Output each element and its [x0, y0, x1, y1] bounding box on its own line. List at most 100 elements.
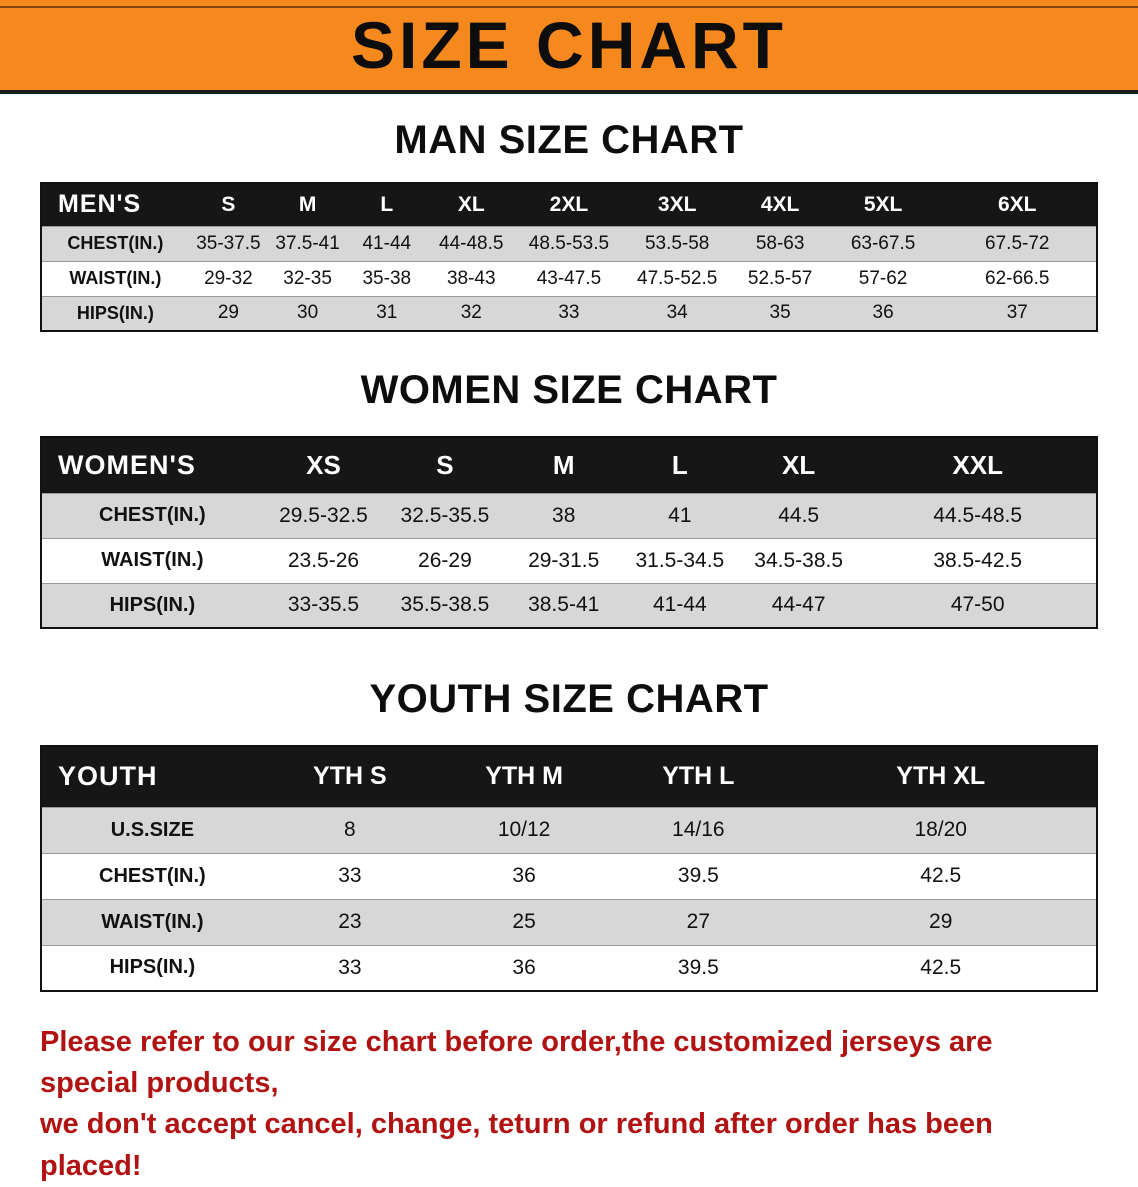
- size-column-header: XXL: [859, 437, 1097, 493]
- women-size-table: WOMEN'S XS S M L XL XXL CHEST(IN.) 29.5-32.5 32.5…: [40, 436, 1098, 629]
- size-column-header: L: [347, 183, 427, 226]
- measurement-cell: 38-43: [446, 267, 496, 289]
- measurement-cell: 37.5-41: [275, 232, 340, 254]
- size-column-header: M: [505, 437, 622, 493]
- table-row: WAIST(IN.) 23.5-26 26-29 29-31.5 31.5-34.5 34…: [41, 538, 1097, 583]
- size-column-header: L: [621, 437, 738, 493]
- size-column-header: YTH S: [262, 746, 437, 807]
- size-column-header: XL: [426, 183, 517, 226]
- measurement-cell: 57-62: [858, 267, 908, 289]
- measurement-cell: 29: [929, 910, 953, 933]
- measurement-cell: 41: [668, 503, 692, 527]
- disclaimer-line-1: Please refer to our size chart before or…: [40, 1026, 993, 1100]
- measurement-cell: 31: [376, 302, 398, 324]
- header-row: YOUTH YTH S YTH M YTH L YTH XL: [41, 746, 1097, 807]
- table-row: WAIST(IN.) 23 25 27 29: [41, 899, 1097, 945]
- measurement-cell: 32-35: [283, 267, 332, 289]
- measurement-cell: 29.5-32.5: [279, 503, 368, 527]
- men-section-heading: MAN SIZE CHART: [394, 118, 744, 162]
- measurement-cell: 36: [872, 302, 894, 324]
- size-column-header: XS: [262, 437, 385, 493]
- size-column-header: YTH L: [611, 746, 786, 807]
- men-size-table: MEN'S S M L XL 2XL 3XL 4XL 5XL 6XL CHEST(IN.) 35-37…: [40, 182, 1098, 332]
- measurement-cell: 38: [552, 503, 576, 527]
- size-column-header: YTH XL: [785, 746, 1097, 807]
- measurement-cell: 53.5-58: [644, 232, 710, 254]
- size-column-header: M: [268, 183, 348, 226]
- table-row: CHEST(IN.) 33 36 39.5 42.5: [41, 853, 1097, 899]
- table-title: YOUTH: [41, 746, 263, 807]
- measurement-cell: 33: [338, 955, 362, 979]
- measurement-cell: 29-32: [204, 267, 253, 289]
- page-title: SIZE CHART: [351, 8, 787, 82]
- measurement-cell: 36: [512, 864, 536, 887]
- measurement-cell: 35.5-38.5: [400, 593, 490, 617]
- table-row: U.S.SIZE 8 10/12 14/16 18/20: [41, 807, 1097, 853]
- disclaimer-line-2: we don't accept cancel, change, teturn o…: [40, 1108, 993, 1182]
- table-title: MEN'S: [41, 183, 189, 226]
- measurement-cell: 62-66.5: [985, 267, 1050, 289]
- row-label: CHEST(IN.): [99, 504, 206, 526]
- youth-size-table: YOUTH YTH S YTH M YTH L YTH XL U.S.SIZE 8 10/12…: [40, 745, 1098, 992]
- measurement-cell: 8: [344, 818, 356, 841]
- measurement-cell: 44.5: [778, 503, 820, 527]
- measurement-cell: 37: [1006, 302, 1028, 324]
- row-label: CHEST(IN.): [99, 864, 206, 887]
- measurement-cell: 35-37.5: [196, 232, 261, 254]
- measurement-cell: 27: [686, 910, 711, 933]
- row-label: WAIST(IN.): [101, 549, 204, 571]
- measurement-cell: 34.5-38.5: [754, 548, 844, 572]
- measurement-cell: 52.5-57: [747, 267, 813, 289]
- measurement-cell: 41-44: [653, 593, 707, 617]
- measurement-cell: 44-48.5: [439, 232, 504, 254]
- measurement-cell: 35: [769, 302, 791, 324]
- row-label: WAIST(IN.): [101, 910, 204, 933]
- measurement-cell: 35-38: [362, 267, 412, 289]
- size-column-header: 2XL: [516, 183, 622, 226]
- size-column-header: S: [384, 437, 506, 493]
- measurement-cell: 47.5-52.5: [637, 267, 718, 289]
- youth-section: YOUTH SIZE CHART YOUTH YTH S YTH M YTH L YTH…: [0, 677, 1138, 992]
- table-row: HIPS(IN.) 29 30 31 32 33 34 35 36 37: [41, 296, 1097, 331]
- measurement-cell: 18/20: [914, 818, 967, 841]
- table-row: HIPS(IN.) 33-35.5 35.5-38.5 38.5-41 41-44 44-…: [41, 583, 1097, 628]
- row-label: U.S.SIZE: [110, 818, 195, 841]
- header-row: MEN'S S M L XL 2XL 3XL 4XL 5XL 6XL: [41, 183, 1097, 226]
- size-column-header: S: [188, 183, 269, 226]
- disclaimer: Please refer to our size chart before or…: [40, 1022, 1098, 1187]
- table-row: HIPS(IN.) 33 36 39.5 42.5: [41, 945, 1097, 991]
- table-row: CHEST(IN.) 35-37.5 37.5-41 41-44 44-48.5 48.5…: [41, 226, 1097, 261]
- measurement-cell: 67.5-72: [985, 232, 1050, 254]
- size-column-header: YTH M: [436, 746, 612, 807]
- measurement-cell: 23.5-26: [287, 548, 360, 572]
- measurement-cell: 39.5: [677, 955, 719, 979]
- measurement-cell: 33: [558, 302, 580, 324]
- size-column-header: 5XL: [827, 183, 939, 226]
- measurement-cell: 33: [338, 864, 362, 887]
- measurement-cell: 30: [297, 302, 319, 324]
- table-row: WAIST(IN.) 29-32 32-35 35-38 38-43 43-47.5 47.…: [41, 261, 1097, 296]
- measurement-cell: 44.5-48.5: [933, 503, 1023, 527]
- measurement-cell: 38.5-41: [528, 593, 600, 617]
- women-section-heading: WOMEN SIZE CHART: [360, 368, 778, 412]
- women-section: WOMEN SIZE CHART WOMEN'S XS S M L XL XXL CHEST(…: [0, 368, 1138, 629]
- size-column-header: 6XL: [938, 183, 1097, 226]
- measurement-cell: 14/16: [672, 818, 725, 841]
- measurement-cell: 44-47: [771, 593, 826, 617]
- row-label: WAIST(IN.): [69, 268, 162, 288]
- youth-section-heading: YOUTH SIZE CHART: [369, 677, 769, 721]
- table-title: WOMEN'S: [41, 437, 263, 493]
- measurement-cell: 58-63: [755, 232, 805, 254]
- measurement-cell: 48.5-53.5: [528, 232, 610, 254]
- measurement-cell: 31.5-34.5: [635, 548, 725, 572]
- measurement-cell: 33-35.5: [287, 593, 360, 617]
- row-label: HIPS(IN.): [109, 956, 196, 979]
- measurement-cell: 42.5: [920, 955, 962, 979]
- measurement-cell: 25: [512, 910, 536, 933]
- size-column-header: XL: [737, 437, 860, 493]
- measurement-cell: 47-50: [950, 593, 1005, 617]
- size-column-header: 4XL: [732, 183, 828, 226]
- banner: SIZE CHART: [0, 0, 1138, 94]
- measurement-cell: 23: [338, 910, 362, 933]
